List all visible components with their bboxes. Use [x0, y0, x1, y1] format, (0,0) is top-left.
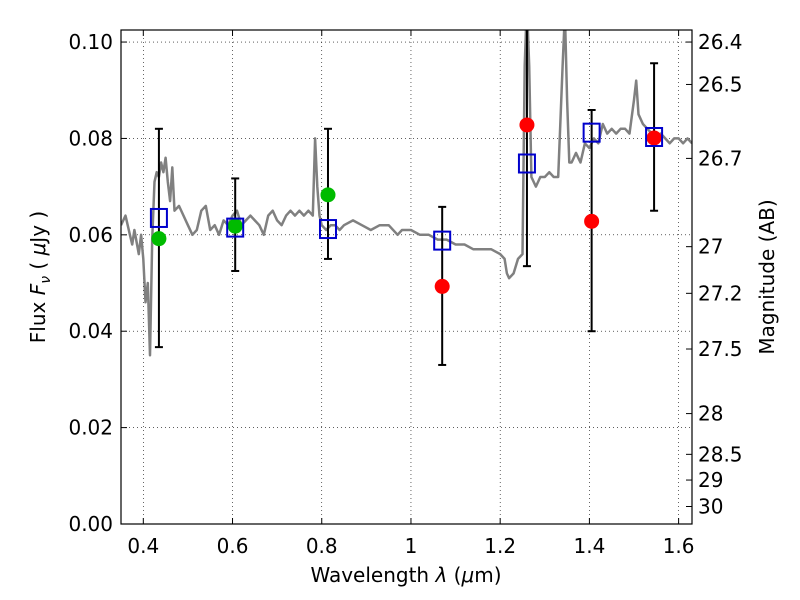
- x-tick-label: 1.2: [484, 534, 516, 558]
- magnitude-tick-label: 27.5: [698, 337, 743, 361]
- model-point: [517, 153, 536, 174]
- model-point: [433, 230, 452, 251]
- model-point: [226, 217, 245, 238]
- y-axis-label: Flux Fν ( μJy ): [26, 211, 54, 343]
- magnitude-axis-ticks: 26.4 26.5 26.7 27 27.2 27.5 28 28.529 30: [686, 30, 743, 519]
- magnitude-tick-label: 30: [698, 495, 723, 519]
- x-tick-label: 0.4: [127, 534, 159, 558]
- x-tick-label: 0.8: [306, 534, 338, 558]
- magnitude-tick-label: 27: [698, 235, 723, 259]
- non-detection-point: [646, 130, 662, 146]
- magnitude-tick-label: 27.2: [698, 281, 743, 305]
- x-tick-label: 1.4: [573, 534, 605, 558]
- y-tick-label: 0.02: [68, 416, 113, 440]
- magnitude-tick-label: 28: [698, 402, 723, 426]
- x-tick-label: 0.6: [217, 534, 249, 558]
- model-point: [645, 126, 664, 147]
- detection-points: [151, 187, 336, 247]
- detection-point: [151, 231, 167, 247]
- y-tick-label: 0.00: [68, 512, 113, 536]
- model-point: [582, 122, 601, 143]
- non-detection-point: [584, 213, 600, 229]
- magnitude-tick-label: 26.5: [698, 72, 743, 96]
- magnitude-axis-label: Magnitude (AB): [755, 199, 779, 354]
- detection-point: [227, 218, 243, 234]
- magnitude-tick-label: 26.7: [698, 146, 743, 170]
- non-detection-point: [519, 117, 535, 133]
- x-tick-label: 1: [405, 534, 418, 558]
- y-axis-ticks: 0.00 0.02 0.04 0.06 0.08 0.10: [68, 30, 127, 536]
- non-detection-points: [434, 117, 662, 294]
- y-tick-label: 0.04: [68, 319, 113, 343]
- x-axis-ticks: 0.4 0.6 0.8 1 1.2 1.4 1.6: [127, 30, 695, 558]
- model-point: [318, 219, 337, 240]
- y-tick-label: 0.10: [68, 30, 113, 54]
- x-tick-label: 1.6: [663, 534, 695, 558]
- magnitude-tick-label: 28.5: [698, 442, 743, 466]
- x-axis-label: Wavelength λ (μm): [310, 563, 501, 587]
- plot-background: [121, 30, 692, 524]
- magnitude-tick-label: 29: [698, 468, 723, 492]
- detection-point: [320, 187, 336, 203]
- y-tick-label: 0.06: [68, 223, 113, 247]
- model-photometry-points: [149, 122, 664, 251]
- plot-frame: [120, 29, 693, 525]
- model-point: [149, 207, 168, 228]
- y-tick-label: 0.08: [68, 126, 113, 150]
- non-detection-point: [434, 278, 450, 294]
- magnitude-tick-label: 26.4: [698, 30, 743, 54]
